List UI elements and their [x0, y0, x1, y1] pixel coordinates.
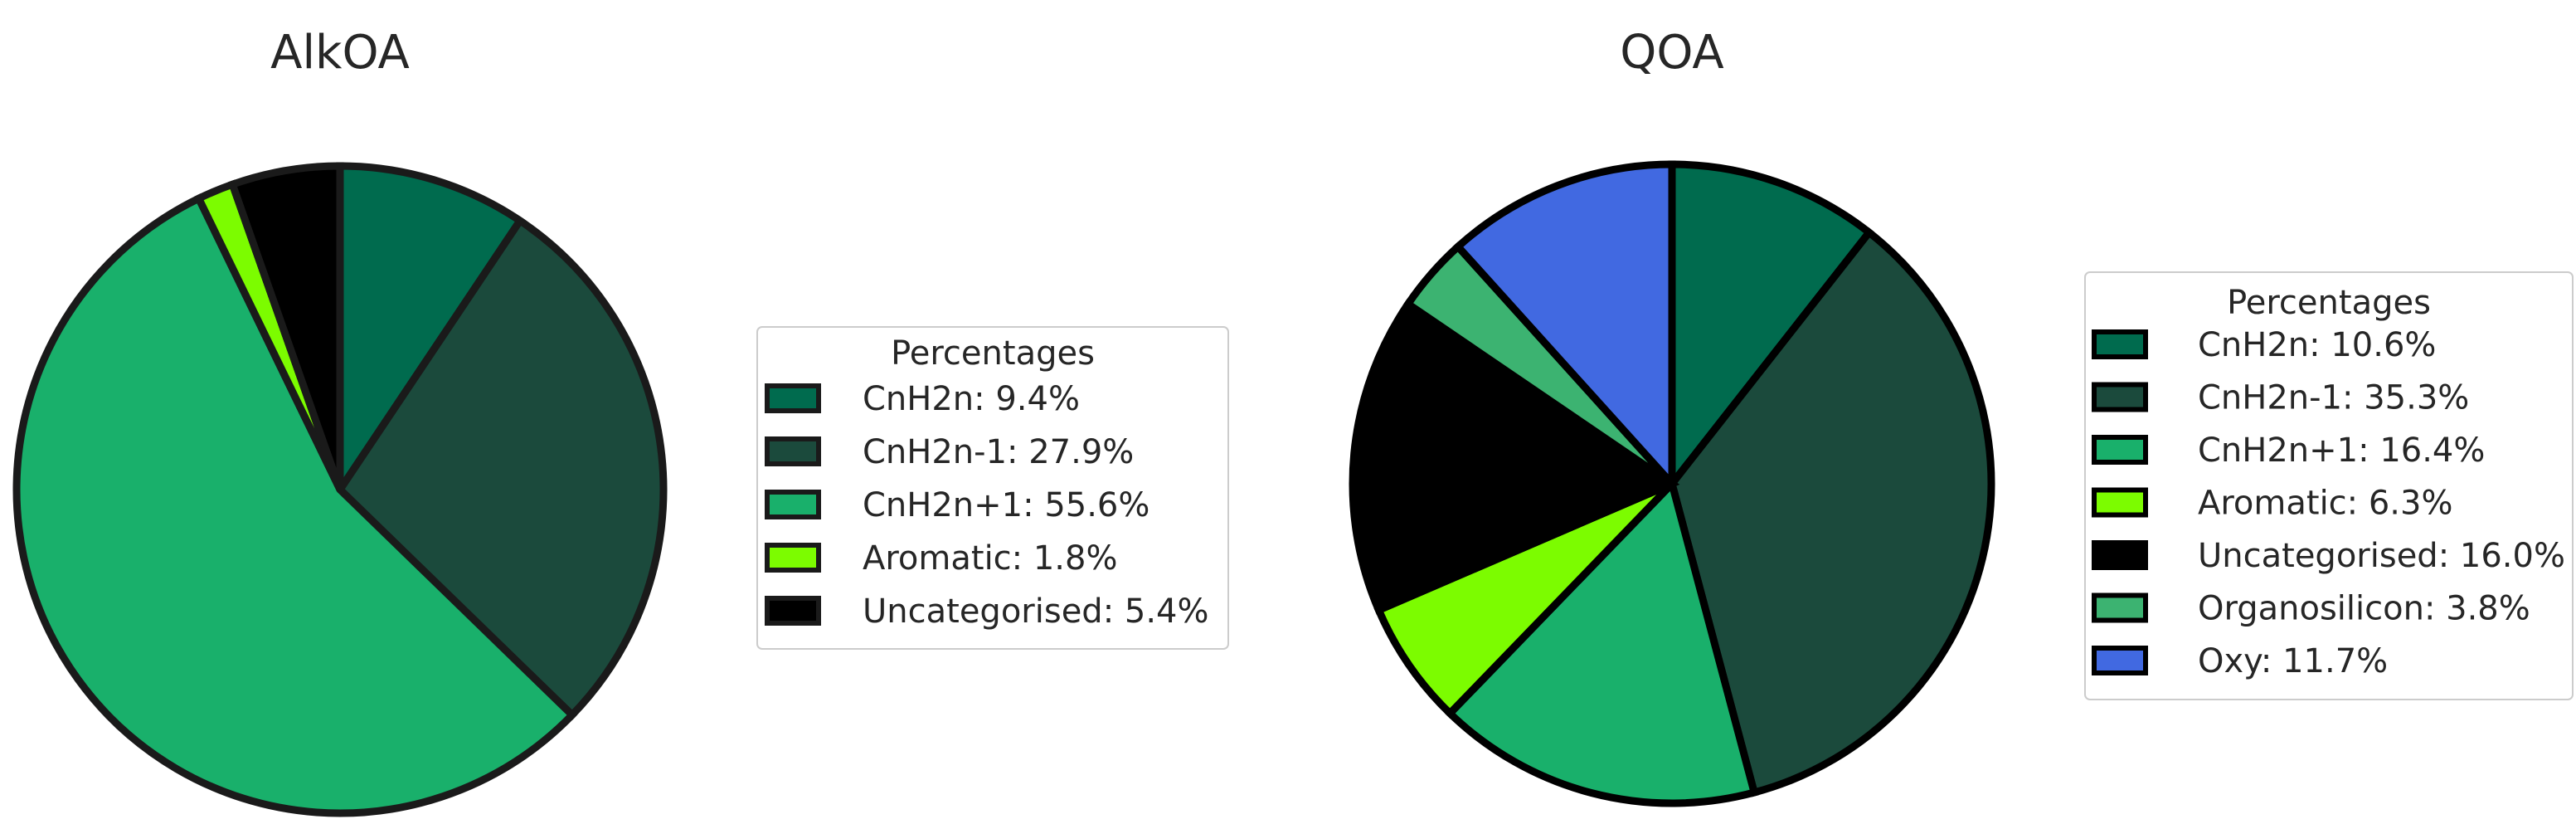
alkoa-slice-cnh2n-1	[12, 193, 578, 817]
alkoa-legend-swatch-aromatic	[765, 543, 821, 573]
qoa-legend-swatch-cnh2n-1	[2092, 382, 2148, 412]
qoa-slices	[1349, 160, 1995, 807]
qoa-legend: Percentages CnH2n: 10.6%CnH2n-1: 35.3%Cn…	[2084, 271, 2574, 700]
alkoa-legend-label-aromatic: Aromatic: 1.8%	[863, 539, 1117, 578]
alkoa-legend-swatch-cnh2n-1	[765, 436, 821, 466]
alkoa-legend-title: Percentages	[891, 334, 1095, 373]
qoa-legend-title: Percentages	[2227, 284, 2431, 322]
qoa-chart-title: QOA	[1620, 26, 1723, 80]
qoa-legend-label-uncategorised: Uncategorised: 16.0%	[2198, 537, 2565, 575]
qoa-legend-swatch-uncategorised	[2092, 540, 2148, 570]
qoa-legend-label-organosilicon: Organosilicon: 3.8%	[2198, 590, 2530, 628]
alkoa-legend-label-cnh2n-1: CnH2n+1: 55.6%	[863, 486, 1149, 524]
alkoa-pie-chart: AlkOA Percentages CnH2n: 9.4% CnH2n-1: 27…	[12, 26, 1229, 817]
alkoa-legend-swatch-cnh2n-1	[765, 490, 821, 519]
alkoa-legend-swatch-cnh2n	[765, 383, 821, 413]
alkoa-chart-title: AlkOA	[270, 26, 410, 80]
qoa-legend-swatch-cnh2n-1	[2092, 435, 2148, 465]
qoa-slice-cnh2n-1	[1668, 227, 1995, 797]
alkoa-legend-frame	[756, 326, 1229, 650]
alkoa-slice-cnh2n-1	[335, 215, 668, 720]
alkoa-legend-label-cnh2n-1: CnH2n-1: 27.9%	[863, 433, 1134, 471]
qoa-legend-swatch-aromatic	[2092, 487, 2148, 518]
qoa-legend-frame	[2084, 271, 2574, 700]
alkoa-legend-label-cnh2n: CnH2n: 9.4%	[863, 380, 1080, 418]
alkoa-legend-items: CnH2n: 9.4% CnH2n-1: 27.9% CnH2n+1: 55.6% A…	[765, 380, 1209, 631]
qoa-pie-chart: QOA Percentages CnH2n: 10.6% CnH2n-1: 35.…	[1349, 26, 2574, 807]
qoa-slice-cnh2n	[1668, 160, 1874, 495]
qoa-legend-label-cnh2n: CnH2n: 10.6%	[2198, 326, 2436, 364]
alkoa-slice-cnh2n	[336, 162, 526, 502]
qoa-legend-label-oxy: Oxy: 11.7%	[2198, 642, 2388, 680]
alkoa-legend-label-uncategorised: Uncategorised: 5.4%	[863, 592, 1209, 631]
alkoa-slices	[12, 162, 668, 817]
qoa-slice-aromatic	[1373, 480, 1675, 719]
qoa-slice-cnh2n-1	[1444, 476, 1759, 807]
qoa-legend-swatch-oxy	[2092, 646, 2148, 675]
alkoa-legend: Percentages CnH2n: 9.4%CnH2n-1: 27.9%CnH…	[756, 326, 1229, 650]
qoa-legend-label-aromatic: Aromatic: 6.3%	[2198, 485, 2452, 523]
alkoa-slice-uncategorised	[227, 162, 344, 491]
qoa-legend-swatch-organosilicon	[2092, 592, 2148, 623]
qoa-slice-uncategorised	[1349, 299, 1680, 616]
qoa-legend-label-cnh2n-1: CnH2n+1: 16.4%	[2198, 432, 2485, 470]
qoa-legend-swatch-cnh2n	[2092, 329, 2148, 359]
qoa-legend-label-cnh2n-1: CnH2n-1: 35.3%	[2198, 379, 2469, 417]
qoa-slice-oxy	[1452, 160, 1676, 494]
qoa-legend-items: CnH2n: 10.6% CnH2n-1: 35.3% CnH2n+1: 16.4%…	[2092, 326, 2565, 680]
alkoa-legend-swatch-uncategorised	[765, 596, 821, 626]
